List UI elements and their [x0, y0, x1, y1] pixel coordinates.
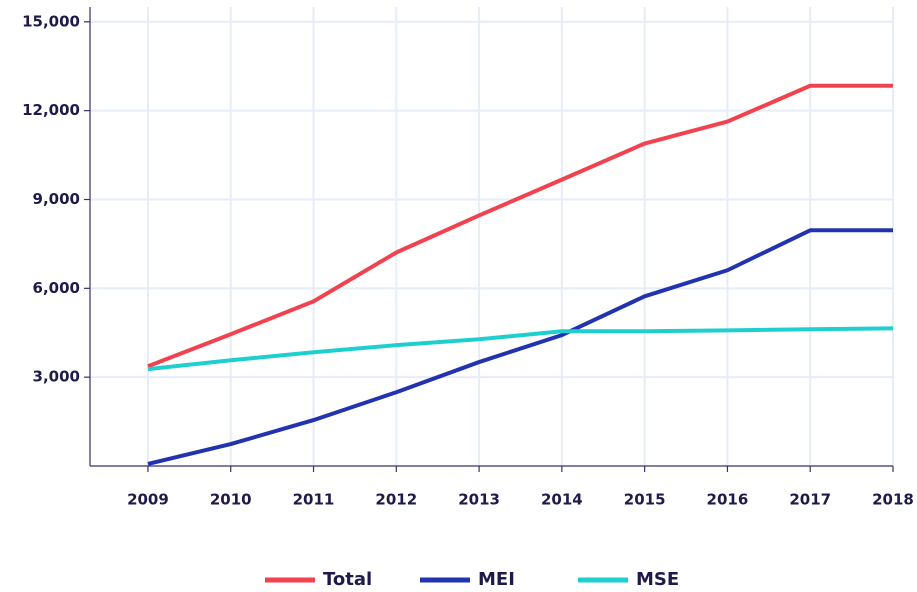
x-tick-label: 2018	[872, 491, 914, 509]
x-tick-label: 2009	[127, 491, 169, 509]
x-tick-label: 2013	[458, 491, 500, 509]
x-tick-label: 2014	[541, 491, 583, 509]
legend-label: MSE	[636, 569, 679, 590]
x-tick-label: 2016	[707, 491, 749, 509]
x-tick-label: 2010	[210, 491, 252, 509]
x-tick-label: 2012	[375, 491, 417, 509]
y-tick-label: 15,000	[22, 12, 80, 30]
line-series	[147, 326, 894, 372]
y-tick-label: 6,000	[33, 279, 80, 297]
y-tick-label: 9,000	[33, 190, 80, 208]
line-series	[147, 83, 893, 369]
x-tick-label: 2017	[789, 491, 831, 509]
y-tick-label: 3,000	[33, 368, 80, 386]
line-series	[147, 228, 893, 466]
x-tick-label: 2011	[293, 491, 335, 509]
legend-label: Total	[323, 569, 372, 590]
legend-label: MEI	[478, 569, 515, 590]
x-tick-label: 2015	[624, 491, 666, 509]
y-tick-label: 12,000	[22, 101, 80, 119]
